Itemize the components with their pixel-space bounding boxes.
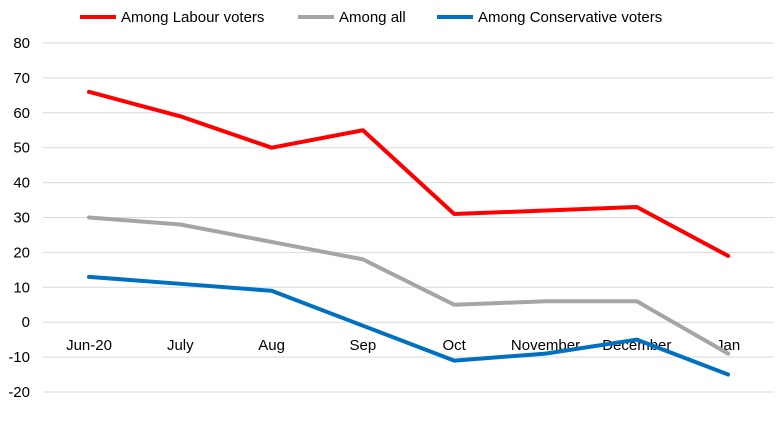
y-axis: 80 70 60 50 40 30 20 10 0 -10 -20 <box>8 35 30 401</box>
y-tick-label: 30 <box>13 210 30 227</box>
x-tick-label: July <box>167 337 194 354</box>
legend-label: Among Conservative voters <box>478 9 662 26</box>
legend-item-among-labour-voters: Among Labour voters <box>80 9 264 26</box>
y-tick-label: 10 <box>13 279 30 296</box>
legend-item-among-conservative-voters: Among Conservative voters <box>437 9 662 26</box>
y-tick-label: 0 <box>22 314 30 331</box>
x-tick-label: Jun-20 <box>66 337 112 354</box>
y-tick-label: 60 <box>13 105 30 122</box>
y-tick-label: -10 <box>8 349 30 366</box>
legend-item-among-all: Among all <box>298 9 406 26</box>
y-tick-label: 40 <box>13 175 30 192</box>
y-tick-label: 70 <box>13 70 30 87</box>
x-tick-label: Oct <box>443 337 467 354</box>
y-tick-label: 20 <box>13 244 30 261</box>
legend-label: Among Labour voters <box>121 9 264 26</box>
legend-label: Among all <box>339 9 406 26</box>
y-tick-label: 50 <box>13 140 30 157</box>
x-tick-label: Sep <box>350 337 377 354</box>
series-lines <box>87 89 731 377</box>
y-tick-label: 80 <box>13 35 30 52</box>
series-line-among-all <box>87 215 731 356</box>
y-tick-label: -20 <box>8 384 30 401</box>
legend: Among Labour voters Among all Among Conser… <box>80 9 662 26</box>
series-line-among-conservative-voters <box>87 274 731 377</box>
x-tick-label: Aug <box>258 337 285 354</box>
series-line-among-labour-voters <box>87 89 731 258</box>
